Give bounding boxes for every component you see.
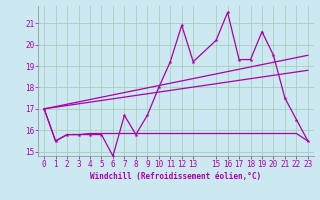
X-axis label: Windchill (Refroidissement éolien,°C): Windchill (Refroidissement éolien,°C)	[91, 172, 261, 181]
